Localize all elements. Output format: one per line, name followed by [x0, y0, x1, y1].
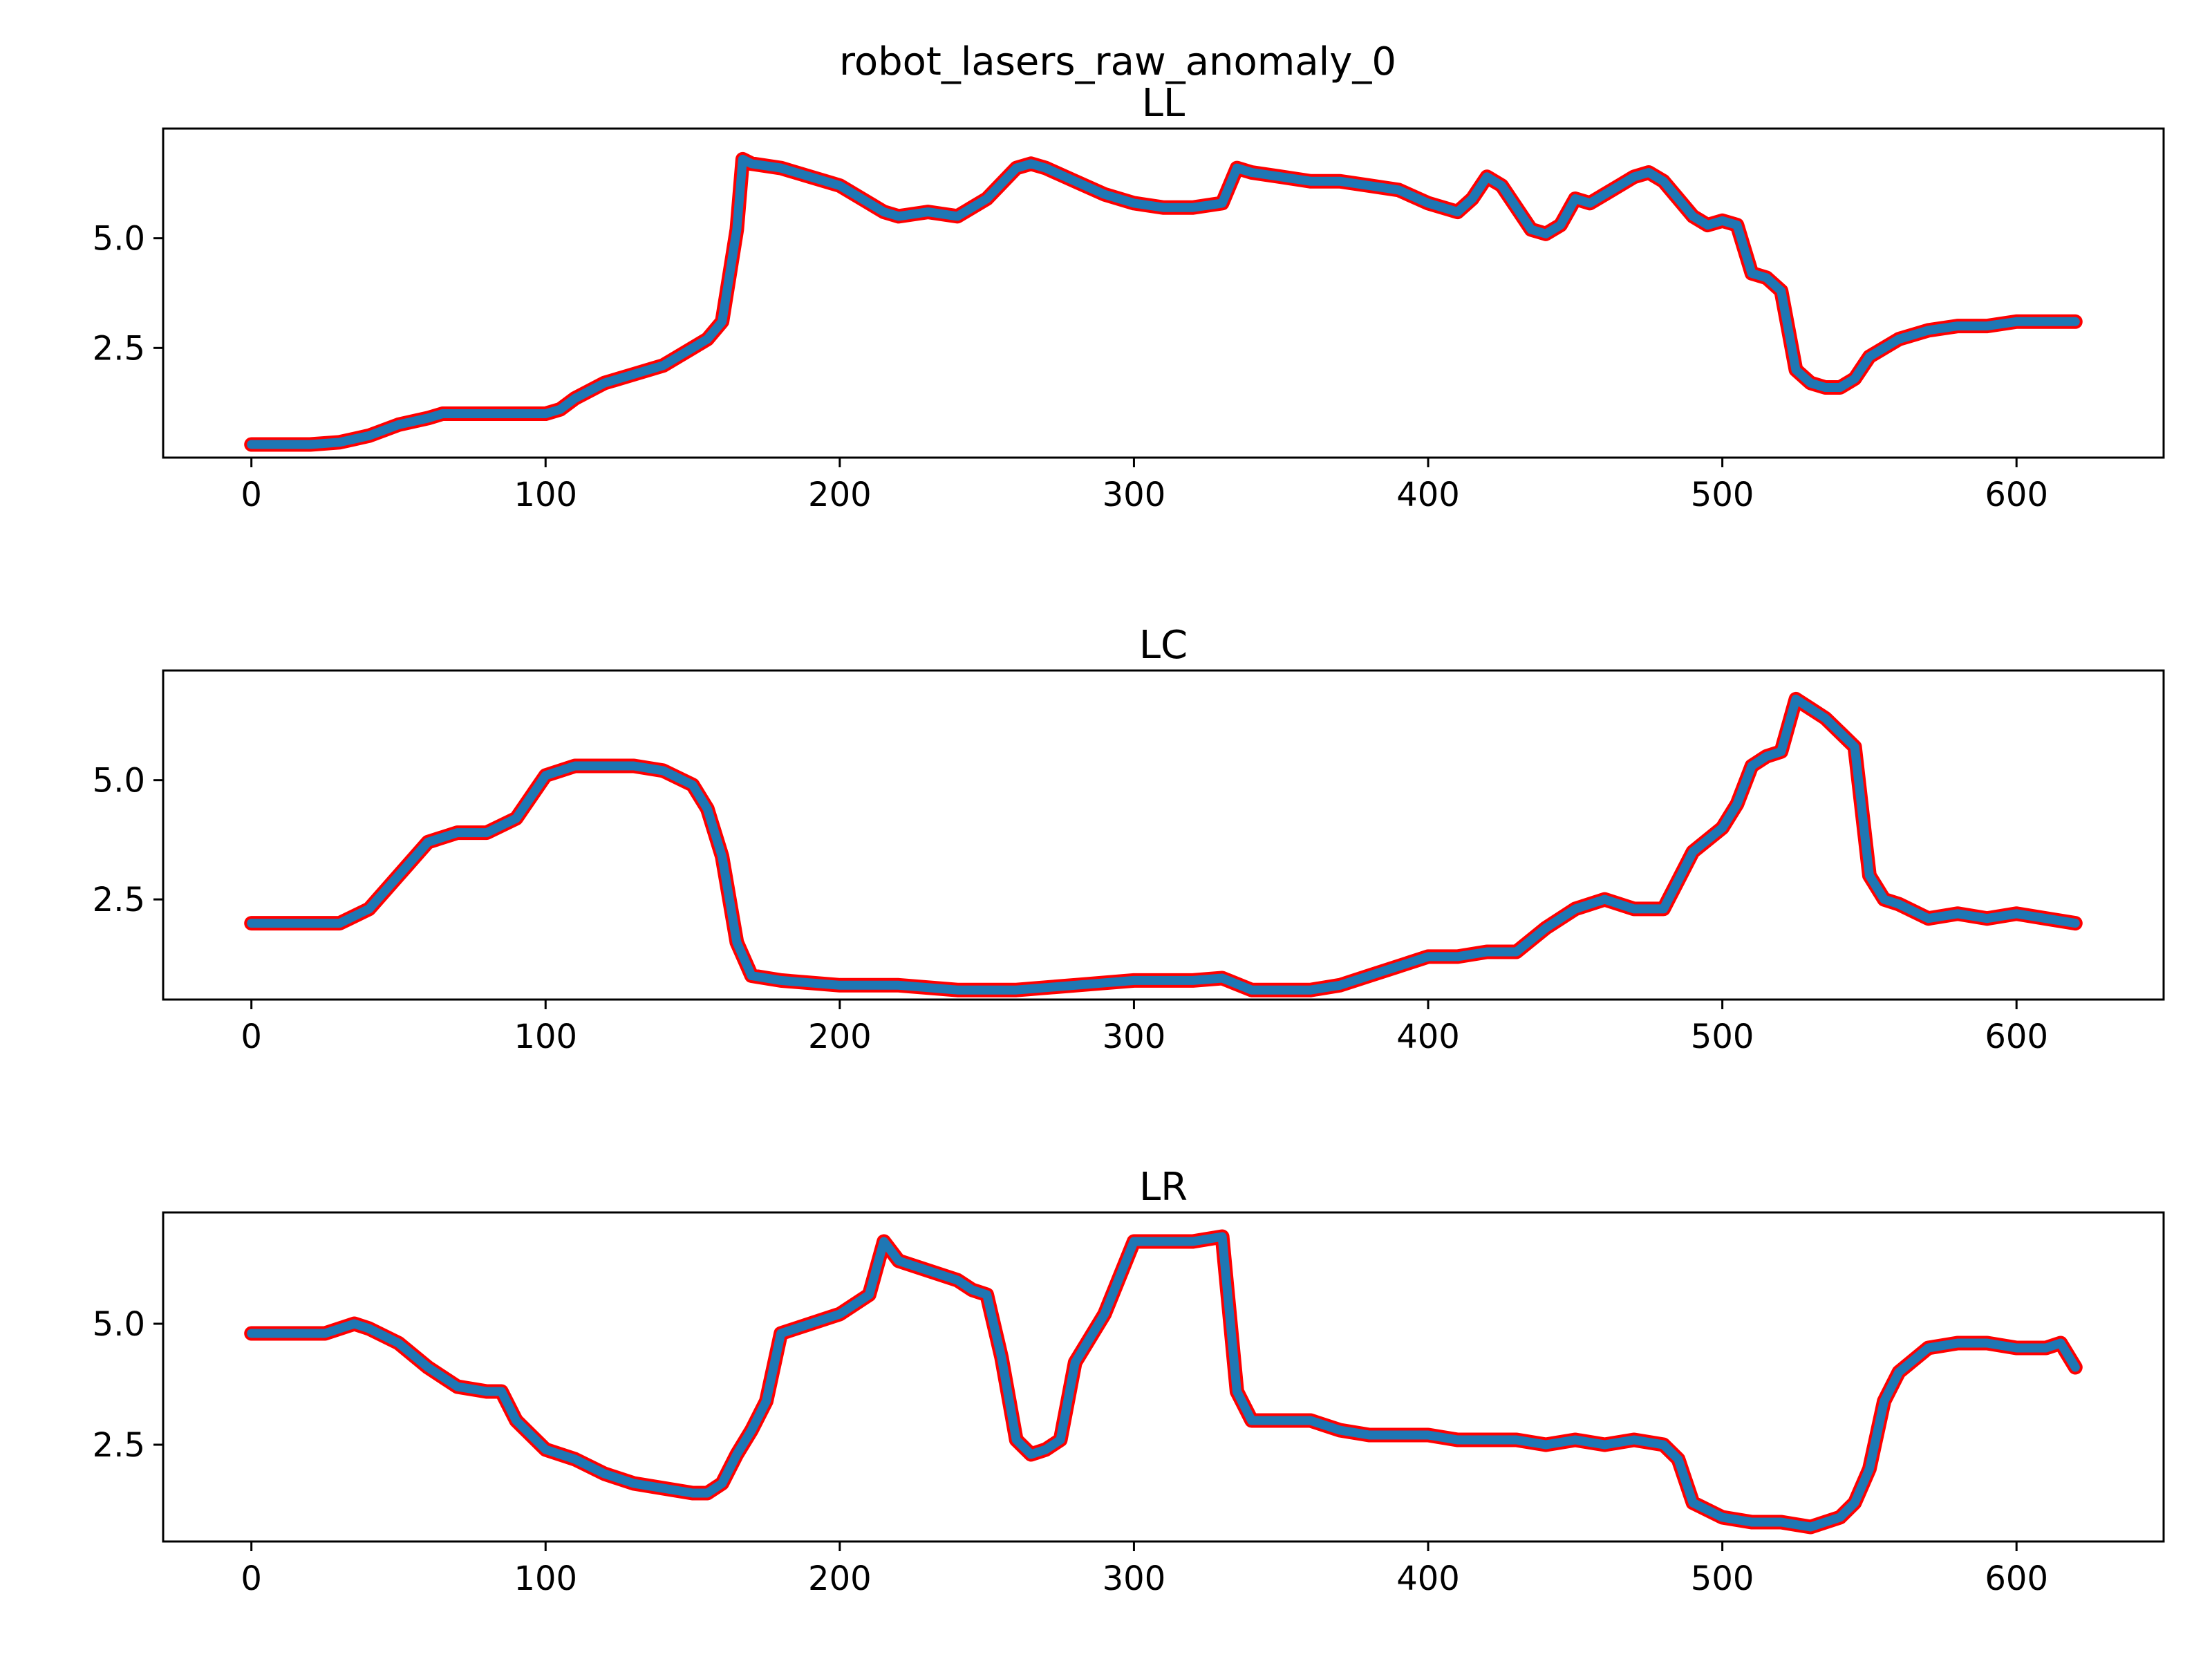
ytick-label-ll-0: 2.5 [93, 329, 145, 368]
ytick-label-lr-0: 2.5 [93, 1426, 145, 1465]
xtick-label-lr-5: 500 [1691, 1559, 1754, 1598]
xtick-label-ll-4: 400 [1396, 476, 1460, 514]
xtick-label-lr-2: 200 [808, 1559, 872, 1598]
xtick-label-lr-1: 100 [514, 1559, 577, 1598]
xtick-label-ll-5: 500 [1691, 476, 1754, 514]
xtick-label-lc-1: 100 [514, 1018, 577, 1056]
axes-ll: LL 0 100 200 300 400 500 600 2.5 5.0 [93, 81, 2165, 514]
series-line-lr-0 [247, 1232, 2080, 1532]
axes-title-ll: LL [1142, 81, 1185, 126]
axes-frame-ll [162, 127, 2165, 459]
xtick-label-lc-6: 600 [1985, 1018, 2048, 1056]
axes-title-lr: LR [1139, 1165, 1188, 1210]
xtick-label-ll-2: 200 [808, 476, 872, 514]
xtick-label-ll-3: 300 [1103, 476, 1166, 514]
axes-lc: LC 0 100 200 300 400 500 600 2.5 5.0 [93, 623, 2165, 1056]
xtick-label-lc-0: 0 [241, 1018, 262, 1056]
xtick-label-lr-3: 300 [1103, 1559, 1166, 1598]
xtick-label-lr-4: 400 [1396, 1559, 1460, 1598]
xtick-label-lr-6: 600 [1985, 1559, 2048, 1598]
xtick-label-lc-4: 400 [1396, 1018, 1460, 1056]
axes-lr: LR 0 100 200 300 400 500 600 2.5 5.0 [93, 1165, 2165, 1598]
xtick-label-ll-0: 0 [241, 476, 262, 514]
series-line-ll-0 [247, 154, 2080, 449]
xtick-label-lc-3: 300 [1103, 1018, 1166, 1056]
xtick-label-ll-6: 600 [1985, 476, 2048, 514]
ytick-label-lc-1: 5.0 [93, 762, 145, 800]
ytick-label-lc-0: 2.5 [93, 881, 145, 919]
axes-title-lc: LC [1139, 623, 1188, 668]
axes-frame-lr [162, 1211, 2165, 1543]
xtick-label-lc-2: 200 [808, 1018, 872, 1056]
series-line-lc-0 [247, 694, 2080, 995]
ytick-label-ll-1: 5.0 [93, 220, 145, 259]
xtick-label-lc-5: 500 [1691, 1018, 1754, 1056]
ytick-label-lr-1: 5.0 [93, 1305, 145, 1344]
axes-frame-lc [162, 669, 2165, 1001]
xtick-label-lr-0: 0 [241, 1559, 262, 1598]
figure-suptitle: robot_lasers_raw_anomaly_0 [839, 39, 1396, 84]
xtick-label-ll-1: 100 [514, 476, 577, 514]
